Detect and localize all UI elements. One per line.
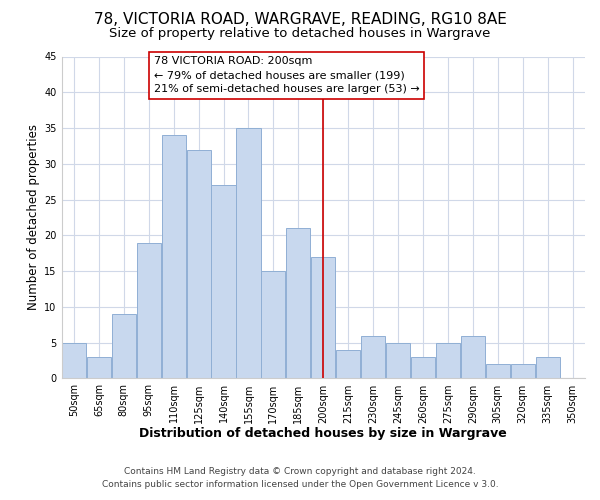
Bar	[511, 364, 535, 378]
Bar	[311, 257, 335, 378]
Bar	[262, 271, 286, 378]
Bar	[286, 228, 310, 378]
Bar	[411, 357, 435, 378]
Text: Contains HM Land Registry data © Crown copyright and database right 2024.
Contai: Contains HM Land Registry data © Crown c…	[101, 467, 499, 489]
Bar	[187, 150, 211, 378]
X-axis label: Distribution of detached houses by size in Wargrave: Distribution of detached houses by size …	[139, 427, 507, 440]
Bar	[112, 314, 136, 378]
Y-axis label: Number of detached properties: Number of detached properties	[27, 124, 40, 310]
Text: 78, VICTORIA ROAD, WARGRAVE, READING, RG10 8AE: 78, VICTORIA ROAD, WARGRAVE, READING, RG…	[94, 12, 506, 28]
Bar	[62, 342, 86, 378]
Bar	[485, 364, 510, 378]
Bar	[336, 350, 360, 378]
Bar	[361, 336, 385, 378]
Text: 78 VICTORIA ROAD: 200sqm
← 79% of detached houses are smaller (199)
21% of semi-: 78 VICTORIA ROAD: 200sqm ← 79% of detach…	[154, 56, 419, 94]
Bar	[236, 128, 260, 378]
Bar	[87, 357, 111, 378]
Bar	[211, 186, 236, 378]
Bar	[536, 357, 560, 378]
Bar	[436, 342, 460, 378]
Text: Size of property relative to detached houses in Wargrave: Size of property relative to detached ho…	[109, 28, 491, 40]
Bar	[161, 135, 186, 378]
Bar	[137, 242, 161, 378]
Bar	[386, 342, 410, 378]
Bar	[461, 336, 485, 378]
